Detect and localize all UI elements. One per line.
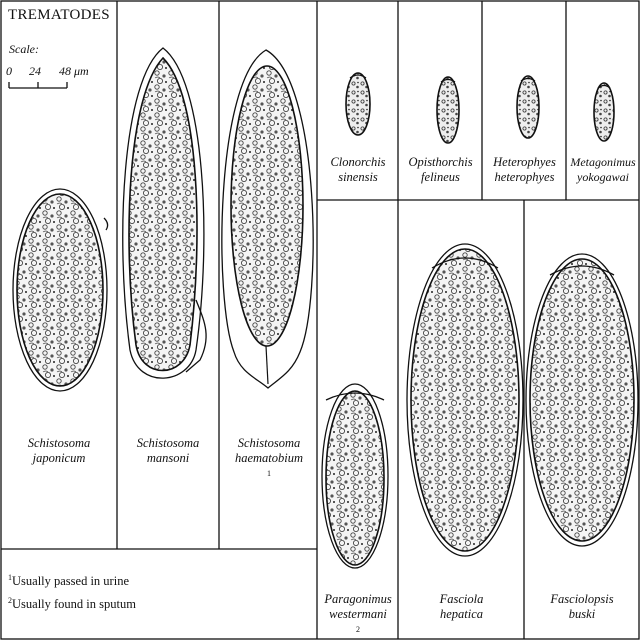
scale-tick-48: 48 μm: [59, 64, 89, 78]
species-epithet: haematobium: [234, 451, 304, 465]
label-paragonimus-westermani: Paragonimus westermani 2: [318, 592, 398, 637]
label-metagonimus-yokogawai: Metagonimus yokogawai: [567, 155, 639, 185]
footnote-1: 1Usually passed in urine: [8, 568, 136, 591]
genus: Schistosoma: [27, 436, 91, 450]
footnote-marker: 1: [267, 469, 271, 478]
scale-tick-24: 24: [29, 64, 41, 78]
label-fasciola-hepatica: Fasciola hepatica: [399, 592, 524, 622]
egg-paragonimus-westermani: [321, 383, 389, 569]
scale-label: Scale:: [9, 42, 39, 56]
genus: Clonorchis: [330, 155, 386, 169]
egg-heterophyes-heterophyes: [516, 75, 540, 139]
footnote-marker: 1: [8, 573, 12, 582]
egg-schistosoma-haematobium: [221, 49, 314, 389]
footnote-text: Usually passed in urine: [12, 574, 129, 589]
egg-opisthorchis-felineus: [436, 76, 460, 144]
label-clonorchis-sinensis: Clonorchis sinensis: [318, 155, 398, 185]
genus: Schistosoma: [136, 436, 200, 450]
footnote-marker: 2: [8, 596, 12, 606]
label-schistosoma-haematobium: Schistosoma haematobium 1: [220, 436, 318, 481]
species-epithet: heterophyes: [494, 170, 555, 184]
egg-schistosoma-mansoni: [122, 47, 207, 379]
label-schistosoma-japonicum: Schistosoma japonicum: [4, 436, 114, 466]
footnote-text: Usually found in sputum: [12, 597, 136, 612]
egg-schistosoma-japonicum: [12, 188, 109, 392]
footnotes: 1Usually passed in urine 2Usually found …: [8, 568, 136, 614]
footnote-marker: 2: [356, 625, 360, 634]
species-epithet: westermani: [329, 607, 387, 621]
egg-fasciola-hepatica: [406, 243, 524, 557]
egg-metagonimus-yokogawai: [593, 82, 615, 142]
scale-bar: [8, 82, 68, 89]
species-epithet: buski: [568, 607, 596, 621]
label-fasciolopsis-buski: Fasciolopsis buski: [525, 592, 639, 622]
label-heterophyes-heterophyes: Heterophyes heterophyes: [483, 155, 566, 185]
species-epithet: mansoni: [146, 451, 190, 465]
label-opisthorchis-felineus: Opisthorchis felineus: [399, 155, 482, 185]
species-epithet: felineus: [421, 170, 460, 184]
scale-tick-0: 0: [6, 64, 12, 78]
diagram-title: TREMATODES: [8, 7, 110, 23]
genus: Opisthorchis: [408, 155, 473, 169]
footnote-2: 2Usually found in sputum: [8, 591, 136, 614]
egg-clonorchis-sinensis: [345, 72, 371, 136]
genus: Fasciola: [439, 592, 484, 606]
label-schistosoma-mansoni: Schistosoma mansoni: [118, 436, 218, 466]
genus: Metagonimus: [570, 155, 636, 169]
species-epithet: hepatica: [439, 607, 484, 621]
species-epithet: sinensis: [338, 170, 378, 184]
genus: Heterophyes: [493, 155, 556, 169]
genus: Paragonimus: [324, 592, 392, 606]
species-epithet: japonicum: [32, 451, 86, 465]
egg-fasciolopsis-buski: [525, 253, 639, 547]
genus: Schistosoma: [237, 436, 301, 450]
species-epithet: yokogawai: [577, 170, 629, 184]
genus: Fasciolopsis: [550, 592, 614, 606]
